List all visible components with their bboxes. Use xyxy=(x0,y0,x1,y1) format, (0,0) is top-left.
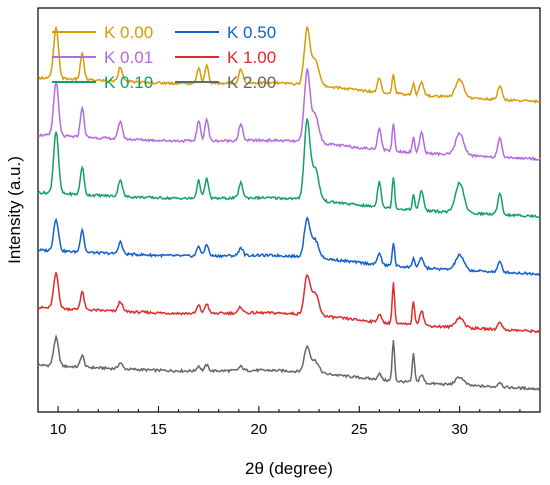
legend: K 0.00 K 0.50 K 0.01 K 1.00 K 0.10 K 2.00 xyxy=(52,23,276,92)
legend-label: K 0.50 xyxy=(227,23,276,42)
series-line-K-1_00 xyxy=(37,272,541,334)
x-tick-label: 25 xyxy=(351,421,368,438)
series-line-K-0_50 xyxy=(37,216,541,277)
legend-label: K 2.00 xyxy=(227,73,276,92)
legend-label: K 0.00 xyxy=(104,23,153,42)
x-tick-label: 10 xyxy=(50,421,67,438)
x-ticks: 10 15 20 25 30 xyxy=(37,406,541,438)
x-tick-label: 30 xyxy=(451,421,468,438)
series-line-K-0_10 xyxy=(37,118,541,219)
y-axis-label: Intensity (a.u.) xyxy=(5,156,24,264)
series-line-K-0_01 xyxy=(37,68,541,162)
x-tick-label: 15 xyxy=(150,421,167,438)
series-group xyxy=(37,25,541,391)
legend-label: K 0.10 xyxy=(104,73,153,92)
series-line-K-0_00 xyxy=(37,25,541,104)
x-axis-label: 2θ (degree) xyxy=(245,459,333,478)
plot-frame xyxy=(37,7,541,413)
x-tick-label: 20 xyxy=(251,421,268,438)
series-line-K-2_00 xyxy=(37,333,541,391)
legend-label: K 0.01 xyxy=(104,48,153,67)
legend-label: K 1.00 xyxy=(227,48,276,67)
